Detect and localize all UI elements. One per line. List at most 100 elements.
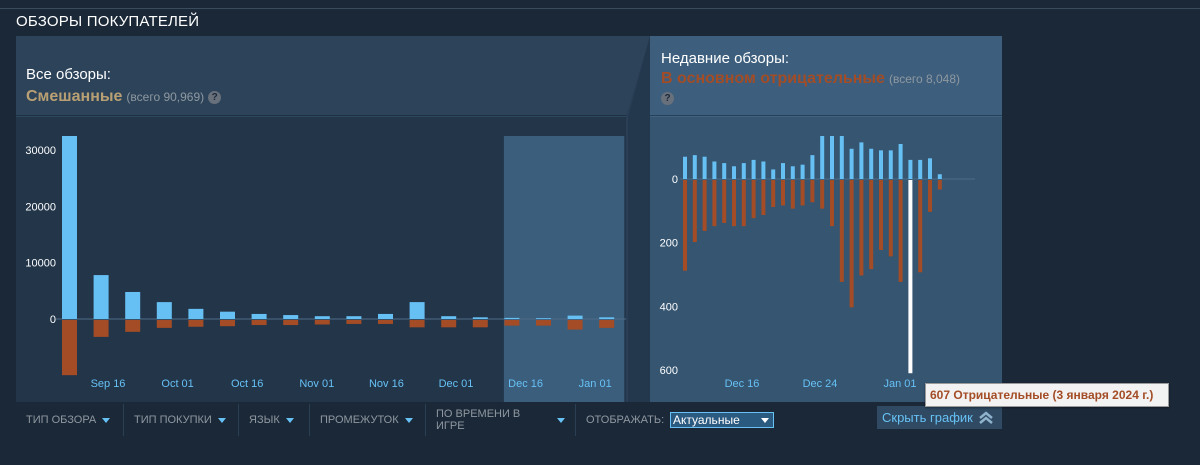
all-reviews-histogram[interactable]: 30000 20000 10000 0 Sep 16 Oct 01 Oct 16 Nov 01… — [16, 117, 652, 402]
positive-bar[interactable] — [599, 317, 615, 319]
positive-bar[interactable] — [283, 315, 299, 319]
positive-bar[interactable] — [62, 136, 77, 319]
positive-bar[interactable] — [937, 174, 942, 179]
negative-bar[interactable] — [790, 180, 795, 209]
negative-bar[interactable] — [346, 320, 362, 324]
negative-bar[interactable] — [820, 180, 825, 209]
negative-bar[interactable] — [800, 180, 805, 206]
positive-bar[interactable] — [810, 155, 815, 179]
negative-bar[interactable] — [741, 180, 746, 227]
negative-bar[interactable] — [692, 180, 697, 243]
negative-bar[interactable] — [567, 320, 583, 330]
negative-bar[interactable] — [761, 180, 766, 216]
negative-bar[interactable] — [536, 320, 551, 326]
filter-language[interactable]: ЯЗЫК — [239, 404, 310, 436]
positive-bar[interactable] — [567, 315, 583, 319]
positive-bar[interactable] — [93, 275, 109, 319]
negative-bar[interactable] — [62, 320, 77, 376]
negative-bar[interactable] — [732, 180, 736, 227]
positive-bar[interactable] — [849, 148, 854, 179]
positive-bar[interactable] — [859, 142, 864, 179]
positive-bar[interactable] — [888, 150, 893, 179]
positive-bar[interactable] — [908, 159, 913, 179]
negative-bar[interactable] — [751, 180, 756, 219]
negative-bar[interactable] — [898, 180, 903, 282]
positive-bar[interactable] — [712, 161, 717, 179]
negative-bar[interactable] — [918, 180, 923, 273]
positive-bar[interactable] — [156, 302, 172, 319]
positive-bar[interactable] — [504, 317, 520, 319]
positive-bar[interactable] — [790, 166, 795, 179]
negative-bar[interactable] — [156, 320, 172, 328]
negative-bar[interactable] — [937, 180, 942, 190]
positive-bar[interactable] — [722, 163, 727, 179]
positive-bar[interactable] — [188, 308, 204, 319]
recent-reviews-histogram[interactable]: 0 200 400 600 Dec 16 Dec 24 Jan 01 — [650, 117, 1002, 402]
filter-date-range[interactable]: ПРОМЕЖУТОК — [310, 404, 426, 436]
positive-bar[interactable] — [683, 156, 687, 179]
positive-bar[interactable] — [918, 159, 923, 179]
negative-bar[interactable] — [830, 180, 834, 227]
positive-bar[interactable] — [800, 164, 805, 179]
positive-bar[interactable] — [409, 302, 425, 319]
negative-bar[interactable] — [702, 180, 707, 231]
positive-bar[interactable] — [869, 148, 874, 179]
negative-bar[interactable] — [314, 320, 330, 325]
negative-bar[interactable] — [599, 320, 615, 328]
negative-bar[interactable] — [722, 180, 727, 223]
positive-bar[interactable] — [830, 136, 834, 179]
negative-bar[interactable] — [504, 320, 520, 326]
positive-bar[interactable] — [251, 313, 267, 319]
positive-bar[interactable] — [820, 136, 825, 179]
positive-bar[interactable] — [472, 317, 488, 319]
negative-bar[interactable] — [283, 320, 299, 326]
negative-bar[interactable] — [781, 180, 785, 206]
positive-bar[interactable] — [692, 155, 697, 179]
help-icon[interactable]: ? — [661, 92, 674, 105]
negative-bar[interactable] — [378, 320, 393, 324]
negative-bar[interactable] — [839, 180, 844, 282]
positive-bar[interactable] — [898, 143, 903, 179]
negative-bar[interactable] — [888, 180, 893, 257]
negative-bar[interactable] — [849, 180, 854, 308]
positive-bar[interactable] — [732, 166, 736, 179]
negative-bar[interactable] — [125, 320, 141, 332]
negative-bar[interactable] — [771, 180, 776, 208]
negative-bar[interactable] — [220, 320, 235, 327]
negative-bar[interactable] — [93, 320, 109, 337]
positive-bar[interactable] — [346, 316, 362, 319]
positive-bar[interactable] — [741, 163, 746, 179]
positive-bar[interactable] — [314, 316, 330, 319]
recent-reviews-rating[interactable]: В основном отрицательные — [661, 70, 885, 87]
positive-bar[interactable] — [839, 136, 844, 179]
positive-bar[interactable] — [771, 169, 776, 179]
negative-bar[interactable] — [409, 320, 425, 328]
negative-bar[interactable] — [810, 180, 815, 203]
positive-bar[interactable] — [781, 163, 785, 179]
negative-bar[interactable] — [712, 180, 717, 227]
selected-negative-bar[interactable] — [908, 180, 913, 374]
positive-bar[interactable] — [536, 318, 551, 319]
positive-bar[interactable] — [928, 158, 932, 179]
positive-bar[interactable] — [702, 156, 707, 179]
filter-review-type[interactable]: ТИП ОБЗОРА — [16, 404, 124, 436]
help-icon[interactable]: ? — [208, 91, 222, 104]
negative-bar[interactable] — [188, 320, 204, 327]
positive-bar[interactable] — [761, 161, 766, 179]
display-select[interactable]: Актуальные — [670, 412, 774, 428]
all-reviews-rating[interactable]: Смешанные — [26, 88, 123, 105]
selected-range-highlight[interactable] — [503, 136, 625, 402]
positive-bar[interactable] — [125, 291, 141, 319]
positive-bar[interactable] — [441, 316, 457, 319]
negative-bar[interactable] — [472, 320, 488, 328]
negative-bar[interactable] — [441, 320, 457, 328]
hide-graph-button[interactable]: Скрыть график — [877, 406, 1002, 429]
positive-bar[interactable] — [220, 311, 235, 319]
positive-bar[interactable] — [879, 150, 883, 179]
positive-bar[interactable] — [751, 159, 756, 179]
negative-bar[interactable] — [879, 180, 883, 251]
negative-bar[interactable] — [251, 320, 267, 326]
negative-bar[interactable] — [928, 180, 932, 212]
filter-purchase-type[interactable]: ТИП ПОКУПКИ — [124, 404, 239, 436]
filter-playtime[interactable]: ПО ВРЕМЕНИ В ИГРЕ — [426, 404, 576, 436]
